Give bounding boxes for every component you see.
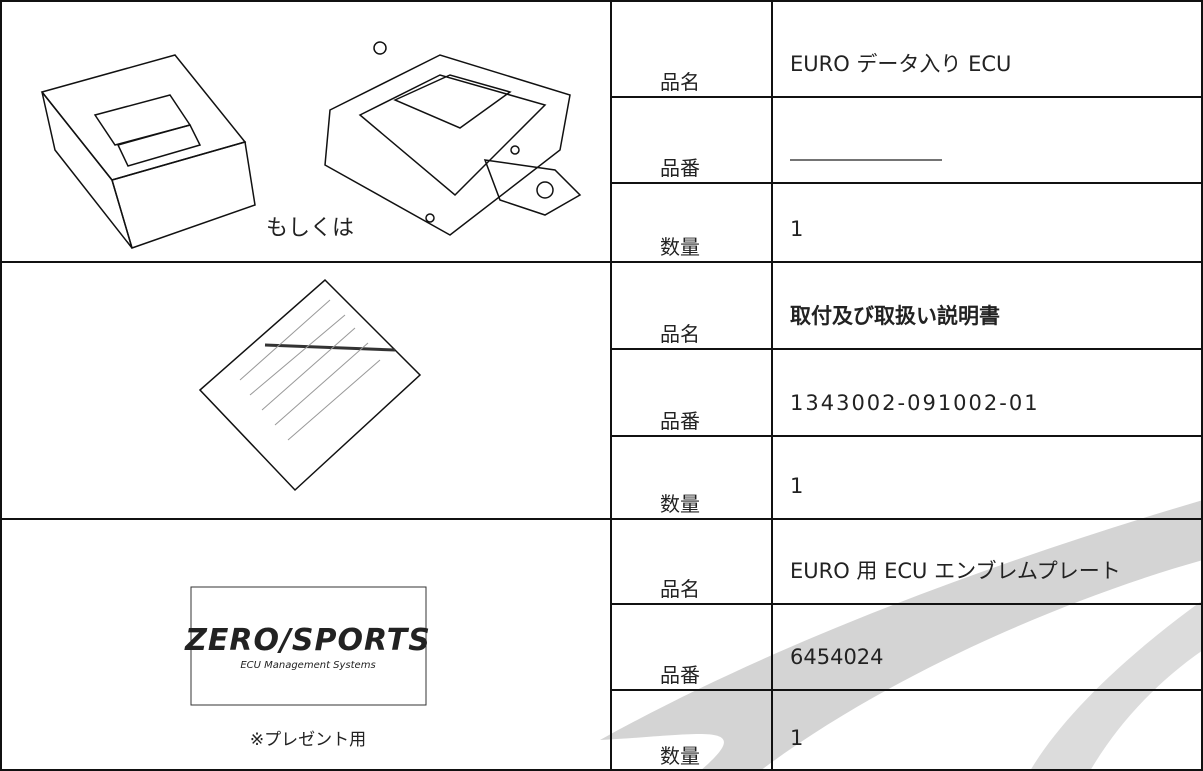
caption: もしくは	[266, 216, 354, 241]
plate-logo: ZERO/SPORTS	[184, 623, 431, 658]
item-label: 品名	[660, 70, 700, 94]
ecu-box-illustration	[40, 54, 256, 249]
item-label: 品番	[660, 663, 700, 687]
manual-illustration	[198, 278, 422, 492]
emblem-plate	[190, 586, 427, 706]
background-swoosh	[1030, 600, 1203, 771]
item-value: 1	[790, 726, 803, 750]
item-value: 1	[790, 474, 803, 498]
background-swoosh	[600, 500, 1203, 771]
item-label: 品番	[660, 409, 700, 433]
item-value: 6454024	[790, 645, 884, 669]
item-label: 数量	[660, 492, 700, 516]
item-value: 1	[790, 217, 803, 241]
plate-tagline: ECU Management Systems	[240, 660, 375, 671]
item-value: EURO 用 ECU エンブレムプレート	[790, 559, 1121, 583]
item-label: 品名	[660, 577, 700, 601]
item-value: 1343002-091002-01	[790, 391, 1040, 415]
item-label: 品番	[660, 156, 700, 180]
item-label: 数量	[660, 235, 700, 259]
item-label: 品名	[660, 322, 700, 346]
caption: ※プレゼント用	[250, 730, 366, 750]
ecu-case-illustration	[324, 41, 582, 236]
item-value: 取付及び取扱い説明書	[790, 304, 1000, 328]
item-label: 数量	[660, 744, 700, 768]
item-value: EURO データ入り ECU	[790, 52, 1011, 76]
